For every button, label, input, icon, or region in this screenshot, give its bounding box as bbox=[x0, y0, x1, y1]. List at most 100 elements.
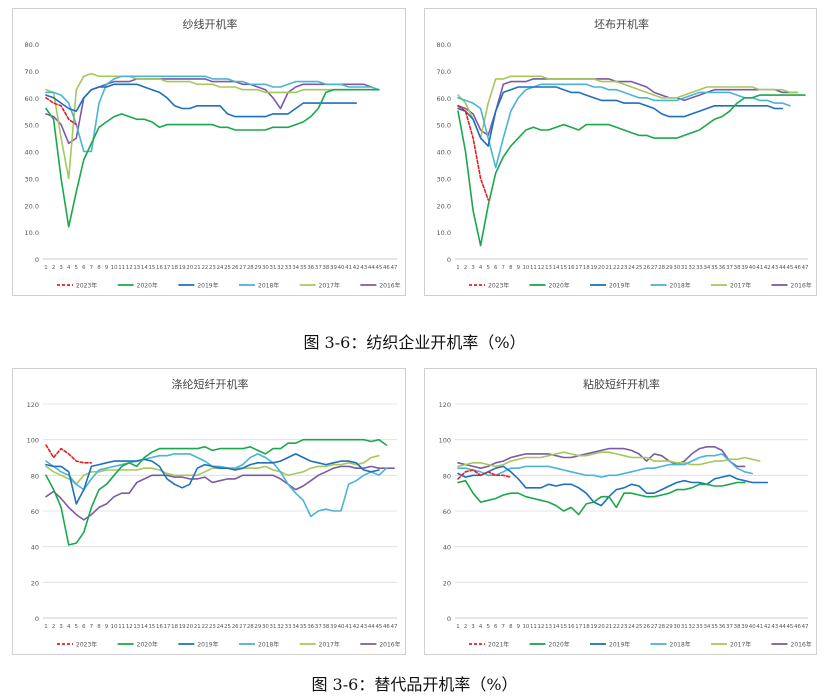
series-line-2017 bbox=[457, 75, 799, 139]
x-tick-label: 22 bbox=[201, 265, 208, 271]
chart-title: 坯布开机率 bbox=[594, 17, 649, 31]
legend-label-2016: 2016年 bbox=[379, 641, 400, 649]
x-tick-label: 25 bbox=[224, 265, 231, 271]
y-tick-label: 20.0 bbox=[25, 202, 39, 210]
x-tick-label: 19 bbox=[590, 265, 597, 271]
chart-title: 涤纶短纤开机率 bbox=[172, 377, 249, 391]
x-tick-label: 19 bbox=[179, 624, 186, 630]
x-tick-label: 33 bbox=[696, 624, 703, 630]
x-tick-label: 7 bbox=[502, 624, 505, 630]
x-tick-label: 33 bbox=[696, 265, 703, 271]
x-tick-label: 36 bbox=[307, 624, 314, 630]
x-tick-label: 45 bbox=[786, 265, 793, 271]
x-tick-label: 23 bbox=[209, 624, 216, 630]
x-tick-label: 19 bbox=[590, 624, 597, 630]
x-tick-label: 5 bbox=[486, 265, 489, 271]
x-tick-label: 13 bbox=[545, 624, 552, 630]
x-tick-label: 14 bbox=[141, 624, 148, 630]
series-line-2016 bbox=[457, 78, 799, 137]
legend-label-2020: 2020年 bbox=[549, 641, 570, 649]
y-tick-label: 0 bbox=[35, 256, 39, 264]
x-tick-label: 28 bbox=[247, 624, 254, 630]
x-tick-label: 19 bbox=[179, 265, 186, 271]
x-tick-label: 13 bbox=[133, 265, 140, 271]
legend-label-2018: 2018年 bbox=[670, 641, 691, 649]
legend-label-2016: 2016年 bbox=[791, 282, 812, 290]
y-tick-label: 80.0 bbox=[437, 41, 451, 49]
x-tick-label: 3 bbox=[59, 624, 62, 630]
x-tick-label: 44 bbox=[368, 624, 375, 630]
x-tick-label: 31 bbox=[270, 624, 277, 630]
series-line-2018 bbox=[457, 83, 791, 169]
x-tick-label: 20 bbox=[598, 624, 605, 630]
x-tick-label: 17 bbox=[164, 265, 171, 271]
x-tick-label: 31 bbox=[270, 265, 277, 271]
x-tick-label: 41 bbox=[756, 624, 763, 630]
x-tick-label: 16 bbox=[568, 624, 575, 630]
x-tick-label: 42 bbox=[353, 265, 360, 271]
x-tick-label: 25 bbox=[224, 624, 231, 630]
x-tick-label: 41 bbox=[345, 265, 352, 271]
legend-label-2017: 2017年 bbox=[319, 641, 340, 649]
x-tick-label: 6 bbox=[494, 265, 498, 271]
legend-label-2019: 2019年 bbox=[197, 282, 218, 290]
series-line-2019 bbox=[45, 453, 380, 505]
legend-label-2020: 2020年 bbox=[137, 282, 158, 290]
x-tick-label: 10 bbox=[522, 265, 529, 271]
x-tick-label: 12 bbox=[126, 624, 133, 630]
x-tick-label: 40 bbox=[338, 265, 345, 271]
y-tick-label: 70.0 bbox=[25, 68, 39, 76]
y-tick-label: 0 bbox=[447, 256, 451, 264]
x-tick-label: 37 bbox=[726, 624, 733, 630]
x-tick-label: 32 bbox=[277, 624, 284, 630]
x-tick-label: 20 bbox=[186, 624, 193, 630]
x-tick-label: 12 bbox=[538, 624, 545, 630]
x-tick-label: 13 bbox=[545, 265, 552, 271]
x-tick-label: 47 bbox=[391, 265, 398, 271]
series-line-2020 bbox=[45, 88, 380, 228]
x-tick-label: 9 bbox=[517, 265, 521, 271]
x-tick-label: 39 bbox=[330, 624, 337, 630]
x-tick-label: 46 bbox=[794, 265, 801, 271]
x-tick-label: 40 bbox=[338, 624, 345, 630]
x-tick-label: 34 bbox=[292, 624, 299, 630]
x-tick-label: 46 bbox=[794, 624, 801, 630]
x-tick-label: 13 bbox=[133, 624, 140, 630]
series-line-2016 bbox=[45, 465, 395, 521]
x-tick-label: 11 bbox=[530, 265, 537, 271]
x-tick-label: 11 bbox=[118, 265, 125, 271]
x-tick-label: 32 bbox=[688, 624, 695, 630]
y-tick-label: 40.0 bbox=[25, 149, 39, 157]
x-tick-label: 38 bbox=[322, 265, 329, 271]
x-tick-label: 2 bbox=[52, 265, 55, 271]
x-tick-label: 24 bbox=[628, 265, 635, 271]
legend-label-2020: 2020年 bbox=[137, 641, 158, 649]
x-tick-label: 47 bbox=[802, 624, 809, 630]
y-tick-label: 80 bbox=[443, 472, 451, 480]
x-tick-label: 18 bbox=[583, 624, 590, 630]
x-tick-label: 10 bbox=[111, 265, 118, 271]
x-tick-label: 44 bbox=[779, 624, 786, 630]
x-tick-label: 25 bbox=[636, 265, 643, 271]
x-tick-label: 12 bbox=[126, 265, 133, 271]
x-tick-label: 2 bbox=[464, 265, 467, 271]
legend-label-2016: 2016年 bbox=[791, 641, 812, 649]
x-tick-label: 7 bbox=[502, 265, 505, 271]
x-tick-label: 8 bbox=[509, 624, 513, 630]
series-line-2018 bbox=[45, 75, 380, 153]
legend-label-2019: 2019年 bbox=[609, 282, 630, 290]
x-tick-label: 27 bbox=[651, 265, 658, 271]
x-tick-label: 39 bbox=[330, 265, 337, 271]
x-tick-label: 27 bbox=[239, 265, 246, 271]
x-tick-label: 31 bbox=[681, 265, 688, 271]
x-tick-label: 4 bbox=[67, 265, 71, 271]
x-tick-label: 23 bbox=[621, 624, 628, 630]
legend-label-2017: 2017年 bbox=[319, 282, 340, 290]
series-line-2023 bbox=[45, 97, 78, 126]
x-tick-label: 44 bbox=[779, 265, 786, 271]
x-tick-label: 47 bbox=[802, 265, 809, 271]
x-tick-label: 8 bbox=[509, 265, 513, 271]
x-tick-label: 15 bbox=[560, 265, 567, 271]
